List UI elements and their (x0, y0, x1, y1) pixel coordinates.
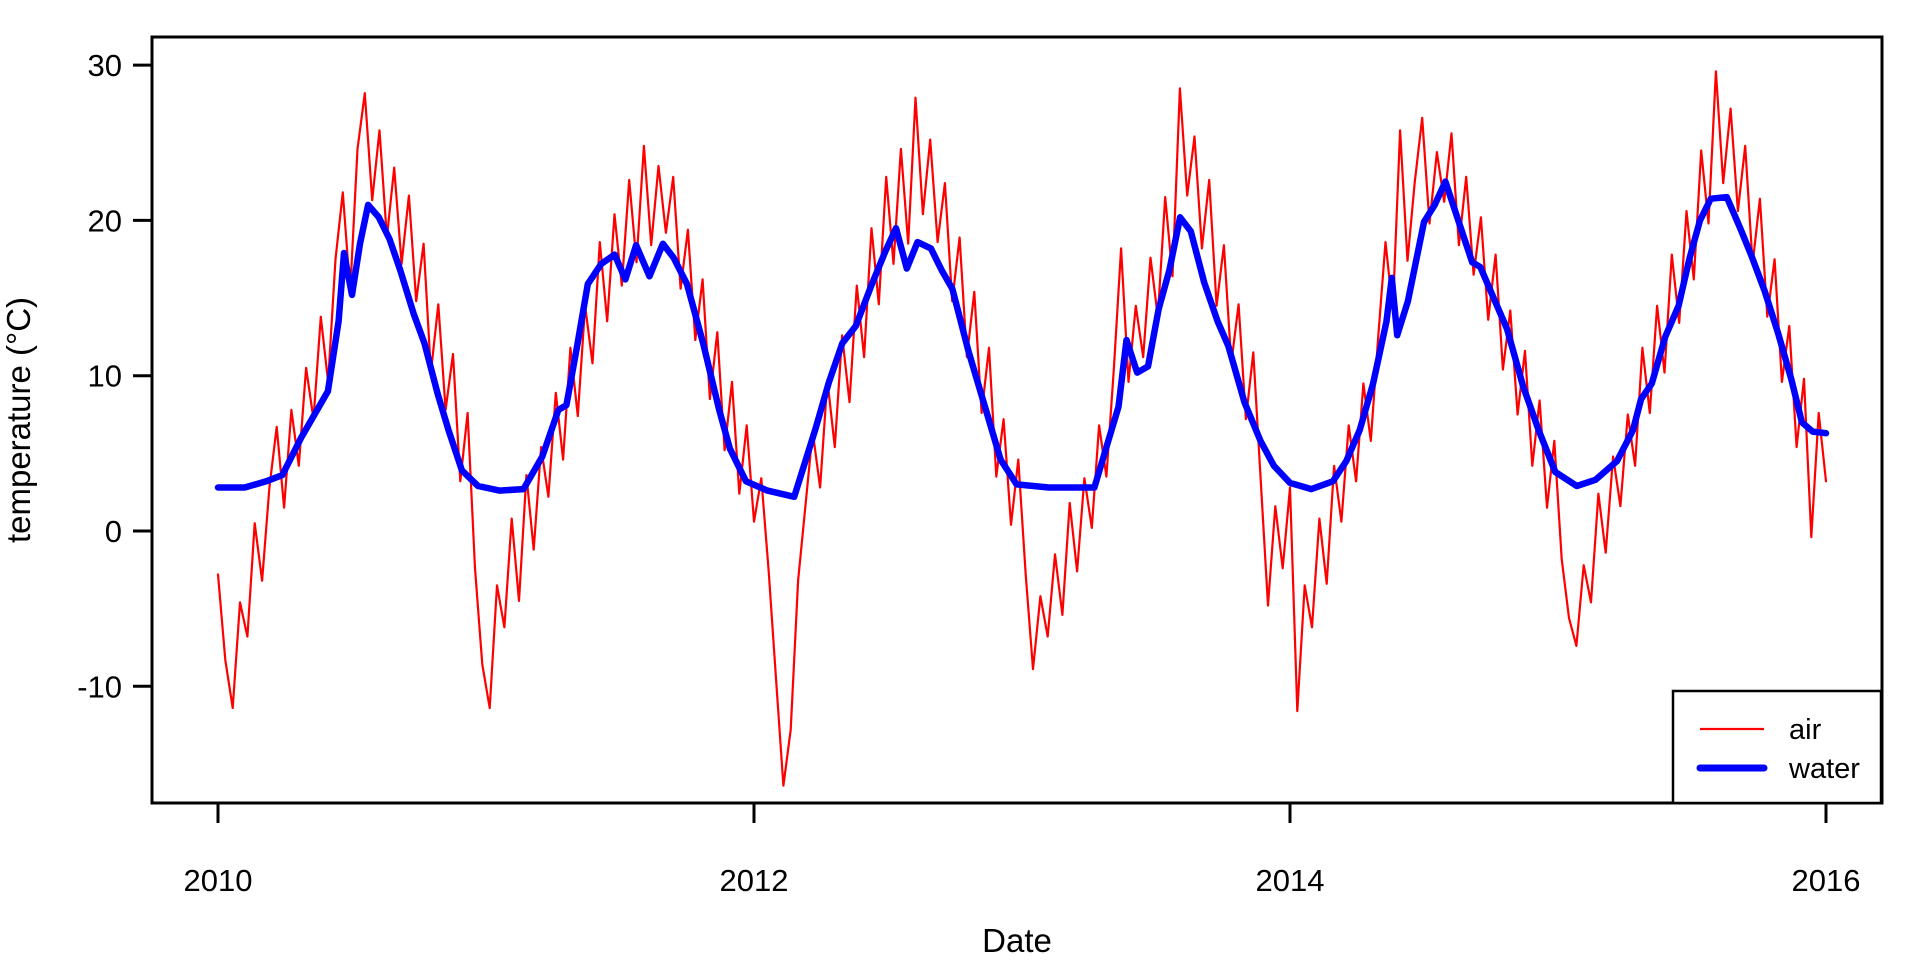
series-group (214, 70, 1830, 787)
x-tick-label: 2016 (1792, 863, 1861, 898)
y-tick-label: -10 (77, 669, 122, 704)
legend-box (1671, 689, 1883, 805)
legend-water-label: water (1788, 753, 1860, 785)
water-line (214, 178, 1830, 501)
y-tick-label: 30 (88, 48, 122, 83)
y-axis-title: temperature (°C) (0, 297, 37, 543)
x-axis-title: Date (982, 922, 1052, 959)
plot-border (150, 35, 1884, 805)
y-tick-label: 20 (88, 203, 122, 238)
y-tick-label: 0 (105, 514, 122, 549)
y-axis: -10 0 10 20 30 (77, 48, 152, 704)
y-tick-label: 10 (88, 359, 122, 394)
air-line (216, 70, 1828, 787)
legend: air water (1671, 689, 1883, 805)
legend-air-label: air (1789, 714, 1822, 746)
x-tick-label: 2012 (720, 863, 789, 898)
x-tick-label: 2014 (1256, 863, 1325, 898)
x-axis: 2010 2012 2014 2016 (184, 803, 1861, 898)
x-tick-label: 2010 (184, 863, 253, 898)
